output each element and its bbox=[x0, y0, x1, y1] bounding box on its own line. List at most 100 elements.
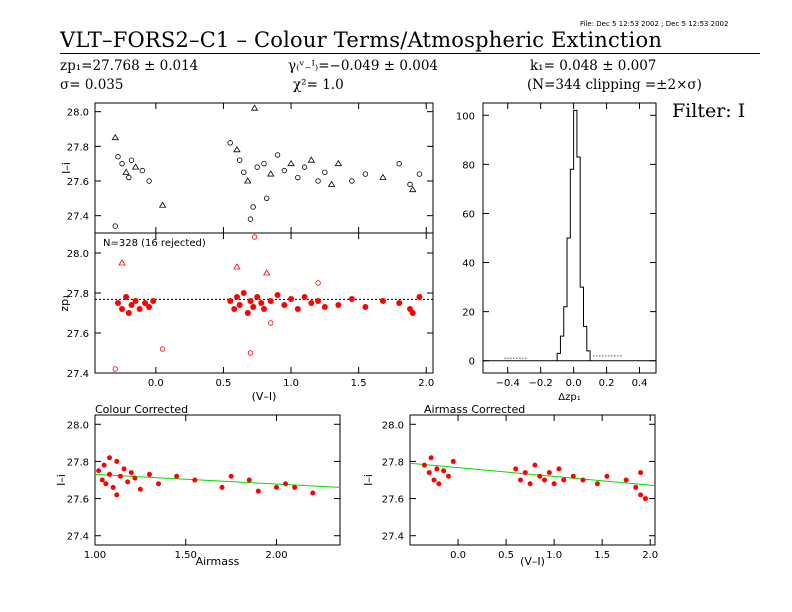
top-left-point-triangle bbox=[379, 173, 387, 180]
bottom-left-xtick-label: 1.5 bbox=[351, 378, 367, 389]
airmass-corrected-point bbox=[551, 481, 557, 487]
top-left-point-circle bbox=[250, 204, 256, 210]
bottom-left-accepted-point bbox=[258, 300, 265, 306]
bottom-left-ytick-label: 27.8 bbox=[67, 289, 89, 300]
colour-corrected-point bbox=[255, 488, 261, 494]
top-left-point-circle bbox=[396, 160, 402, 167]
colour-corrected-point bbox=[174, 473, 180, 479]
airmass-corrected-ytick-label: 27.8 bbox=[382, 457, 404, 468]
airmass-corrected-xtick-label: 0.0 bbox=[450, 550, 466, 561]
colour-corrected-frame bbox=[94, 414, 341, 546]
histogram-xtick-label: −0.4 bbox=[496, 378, 520, 389]
histogram-xtick-label: −0.2 bbox=[529, 378, 553, 389]
bottom-left-rejected-circle bbox=[112, 366, 118, 372]
top-left-point-triangle bbox=[158, 201, 167, 208]
top-left-point-circle bbox=[236, 157, 243, 163]
airmass-corrected-point bbox=[532, 462, 538, 468]
airmass-corrected-point bbox=[436, 481, 442, 487]
sigma-stat: σ= 0.035 bbox=[60, 77, 124, 93]
histogram-ytick-label: 100 bbox=[456, 111, 475, 122]
colour-corrected-point bbox=[99, 477, 105, 483]
bottom-left-accepted-point bbox=[244, 310, 251, 316]
bottom-left-accepted-point bbox=[114, 300, 121, 306]
bottom-left-accepted-point bbox=[233, 294, 240, 300]
bottom-left-accepted-point bbox=[362, 304, 369, 310]
colour-corrected-ytick-label: 27.8 bbox=[67, 457, 89, 468]
top-left-point-circle bbox=[119, 160, 125, 167]
airmass-corrected-point bbox=[556, 466, 562, 472]
colour-corrected-ytick-label: 27.6 bbox=[67, 495, 89, 506]
bottom-left-rejected-circle bbox=[159, 346, 166, 352]
histogram-ytick-label: 40 bbox=[462, 259, 475, 270]
colour-term-stat: γ₍ᵛ₋ᴵ₎=−0.049 ± 0.004 bbox=[288, 58, 439, 74]
airmass-corrected-point bbox=[633, 484, 639, 490]
airmass-corrected-ytick-label: 27.6 bbox=[382, 495, 404, 506]
bottom-left-accepted-point bbox=[379, 298, 386, 304]
airmass-corrected-point bbox=[542, 477, 548, 483]
colour-corrected-point bbox=[121, 466, 127, 472]
top-left-point-triangle bbox=[122, 168, 130, 175]
bottom-left-accepted-point bbox=[125, 310, 132, 316]
bottom-left-xlabel: (V–I) bbox=[252, 390, 277, 403]
histogram-ytick-label: 20 bbox=[462, 308, 475, 319]
top-left-point-triangle bbox=[334, 159, 343, 167]
airmass-corrected-xtick-label: 0.5 bbox=[498, 550, 514, 561]
histogram-xtick-label: 0.0 bbox=[566, 378, 582, 389]
histogram-frame bbox=[482, 102, 657, 374]
bottom-left-accepted-point bbox=[236, 302, 243, 308]
airmass-corrected-point bbox=[428, 455, 434, 461]
bottom-left-accepted-point bbox=[119, 306, 126, 312]
top-left-point-triangle bbox=[131, 163, 140, 170]
histogram-ytick-label: 0 bbox=[469, 357, 475, 368]
bottom-left-accepted-point bbox=[128, 302, 135, 308]
colour-corrected-point bbox=[283, 481, 289, 487]
bottom-left-rejected-triangle bbox=[118, 259, 126, 266]
bottom-left-rejected-triangle bbox=[262, 269, 271, 276]
airmass-corrected-point bbox=[445, 473, 451, 479]
top-left-point-circle bbox=[241, 169, 247, 176]
bottom-left-accepted-point bbox=[301, 294, 308, 300]
bottom-left-accepted-point bbox=[146, 304, 153, 310]
bottom-left-annotation: N=328 (16 rejected) bbox=[103, 238, 206, 249]
bottom-left-accepted-point bbox=[142, 300, 149, 306]
bottom-left-accepted-point bbox=[240, 290, 247, 296]
top-left-point-triangle bbox=[287, 159, 295, 167]
bottom-left-accepted-point bbox=[288, 296, 295, 302]
airmass-corrected-point bbox=[580, 477, 586, 483]
histogram-xtick-label: 0.2 bbox=[599, 378, 615, 389]
bottom-left-ylabel: zp₁ bbox=[58, 294, 71, 311]
bottom-left-rejected-circle bbox=[315, 280, 321, 286]
top-left-point-triangle bbox=[307, 156, 316, 163]
top-left-point-circle bbox=[227, 140, 233, 146]
colour-corrected-point bbox=[107, 455, 113, 461]
airmass-corrected-point bbox=[623, 477, 629, 483]
top-left-point-circle bbox=[126, 174, 132, 181]
page-title: VLT–FORS2–C1 – Colour Terms/Atmospheric … bbox=[60, 28, 663, 52]
top-left-point-circle bbox=[115, 154, 121, 160]
airmass-corrected-point bbox=[522, 470, 528, 476]
top-left-point-circle bbox=[247, 216, 254, 222]
bottom-left-accepted-point bbox=[136, 306, 143, 312]
bottom-left-xtick-label: 2.0 bbox=[418, 378, 434, 389]
bottom-left-ytick-label: 27.4 bbox=[67, 369, 89, 380]
bottom-left-accepted-point bbox=[416, 294, 423, 300]
top-left-point-triangle bbox=[111, 133, 119, 141]
bottom-left-accepted-point bbox=[321, 304, 328, 310]
airmass-corrected-point bbox=[604, 473, 610, 479]
bottom-left-accepted-point bbox=[132, 298, 139, 304]
histogram-xlabel: Δzp₁ bbox=[558, 392, 580, 403]
colour-corrected-xtick-label: 2.00 bbox=[265, 550, 287, 561]
top-left-point-circle bbox=[362, 171, 369, 177]
airmass-corrected-xtick-label: 1.5 bbox=[594, 550, 610, 561]
colour-corrected-point bbox=[292, 484, 298, 490]
top-left-point-triangle bbox=[250, 104, 259, 111]
colour-corrected-ytick-label: 28.0 bbox=[67, 420, 89, 431]
airmass-corrected-point bbox=[561, 477, 567, 483]
colour-corrected-point bbox=[310, 490, 316, 496]
colour-corrected-point bbox=[137, 486, 143, 492]
top-left-point-circle bbox=[315, 178, 321, 184]
bottom-left-frame bbox=[94, 232, 434, 374]
airmass-corrected-xtick-label: 2.0 bbox=[642, 550, 658, 561]
top-left-ytick-label: 27.6 bbox=[67, 177, 89, 188]
histogram-xtick-label: 0.4 bbox=[632, 378, 648, 389]
